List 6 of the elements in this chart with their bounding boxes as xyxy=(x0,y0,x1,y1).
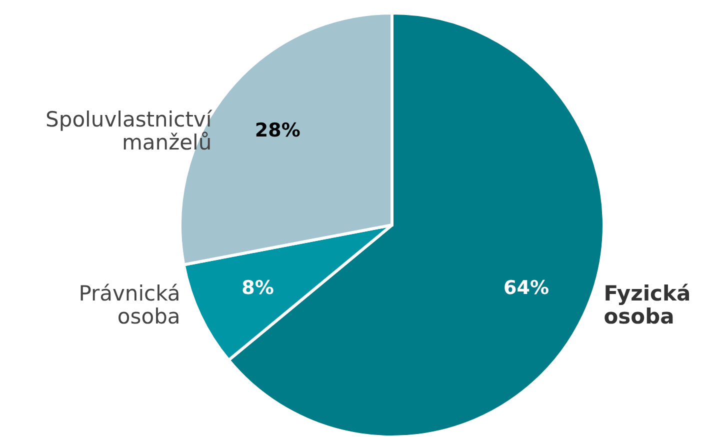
data-label: 28% xyxy=(254,119,300,142)
data-label: 64% xyxy=(504,277,550,300)
data-label: 8% xyxy=(242,277,274,300)
slice-label: Právnická osoba xyxy=(78,282,180,329)
slice-label: Spoluvlastnictví manželů xyxy=(46,108,213,155)
slice-label: Fyzická osoba xyxy=(604,282,691,329)
